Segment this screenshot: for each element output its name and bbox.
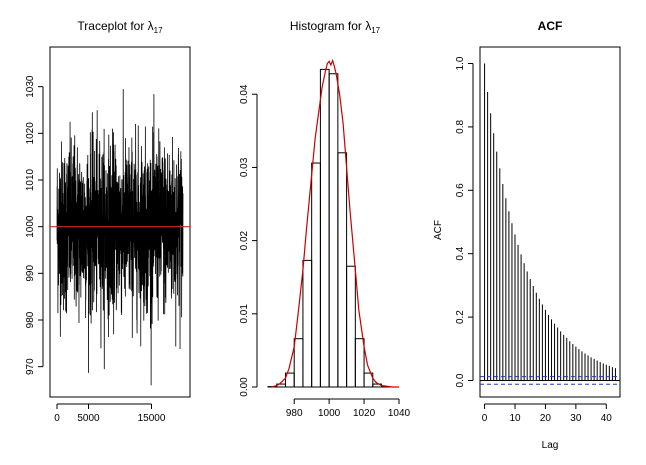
histogram-panel: Histogram for λ17 980 1000 1020 1040 0.00 0.0…: [239, 19, 411, 419]
trace-y-tick-label: 1030: [25, 75, 36, 98]
histogram-y-tick-label: 0.02: [239, 230, 250, 250]
traceplot-trace: [50, 89, 190, 386]
density-curve: [271, 58, 399, 388]
traceplot-axes: 0 5000 15000 970 980 990 1000 1010 1020 1030: [25, 75, 166, 424]
histogram-axes: 980 1000 1020 1040 0.00 0.01 0.02 0.03 0.04: [239, 84, 411, 419]
histogram-x-tick-label: 1020: [353, 408, 376, 419]
histogram-y-tick-label: 0.03: [239, 157, 250, 177]
histogram-x-tick-label: 1000: [318, 408, 341, 419]
trace-series-line: [56, 89, 184, 386]
acf-axes: 0 10 20 30 40 0.0 0.2 0.4 0.6 0.8 1.0: [455, 56, 612, 424]
trace-y-tick-label: 980: [25, 311, 36, 328]
acf-y-tick-label: 1.0: [455, 56, 466, 70]
histogram-title-symbol: λ: [365, 19, 371, 33]
trace-y-tick-label: 1010: [25, 168, 36, 191]
acf-panel: ACF 0 10 20 30 40 0.0 0.2 0.4 0.6 0.8 1.0 Lag ACF: [433, 19, 621, 451]
acf-x-tick-label: 0: [482, 413, 488, 424]
histogram-bar: [328, 73, 339, 388]
histogram-bar: [293, 338, 304, 388]
acf-x-tick-label: 30: [570, 413, 582, 424]
acf-y-tick-label: 0.4: [455, 246, 466, 260]
histogram-bar: [319, 68, 330, 388]
trace-y-tick-label: 990: [25, 265, 36, 282]
histogram-x-tick-label: 1040: [388, 408, 411, 419]
trace-x-tick-label: 15000: [138, 413, 166, 424]
acf-y-tick-label: 0.8: [455, 120, 466, 134]
histogram-title: Histogram for λ17: [290, 19, 381, 35]
histogram-bar: [346, 265, 356, 388]
acf-y-tick-label: 0.6: [455, 183, 466, 197]
histogram-title-prefix: Histogram for: [290, 19, 365, 33]
traceplot-title-symbol: λ: [148, 19, 154, 33]
acf-xlabel: Lag: [542, 440, 559, 451]
histogram-bar: [337, 152, 348, 388]
histogram-y-tick-label: 0.01: [239, 304, 250, 324]
histogram-bar: [354, 338, 365, 388]
histogram-bar: [302, 259, 313, 388]
trace-x-tick-label: 0: [54, 413, 60, 424]
histogram-y-tick-label: 0.04: [239, 84, 250, 104]
histogram-title-subscript: 17: [371, 26, 380, 35]
histogram-bar: [363, 372, 374, 388]
trace-y-tick-label: 970: [25, 358, 36, 375]
acf-x-tick-label: 10: [509, 413, 521, 424]
histogram-y-tick-label: 0.00: [239, 377, 250, 397]
trace-y-tick-label: 1020: [25, 122, 36, 145]
acf-ylabel: ACF: [433, 220, 444, 240]
histogram-x-tick-label: 980: [286, 408, 303, 419]
histogram-bar: [311, 162, 321, 388]
histogram-density: [271, 58, 399, 388]
acf-x-tick-label: 20: [540, 413, 552, 424]
traceplot-title-subscript: 17: [154, 26, 163, 35]
traceplot-title: Traceplot for λ17: [77, 19, 163, 35]
trace-y-tick-label: 1000: [25, 215, 36, 238]
acf-y-tick-label: 0.2: [455, 310, 466, 324]
traceplot-frame: [49, 46, 191, 398]
acf-x-tick-label: 40: [601, 413, 613, 424]
trace-x-tick-label: 5000: [77, 413, 100, 424]
acf-bars: [480, 63, 620, 385]
acf-y-tick-label: 0.0: [455, 373, 466, 387]
histogram-bars: [267, 68, 391, 388]
acf-frame: [479, 46, 621, 398]
traceplot-title-prefix: Traceplot for: [77, 19, 147, 33]
traceplot-panel: Traceplot for λ17 0 5000 15000 970 980 990 100…: [25, 19, 191, 424]
acf-title: ACF: [538, 19, 563, 33]
